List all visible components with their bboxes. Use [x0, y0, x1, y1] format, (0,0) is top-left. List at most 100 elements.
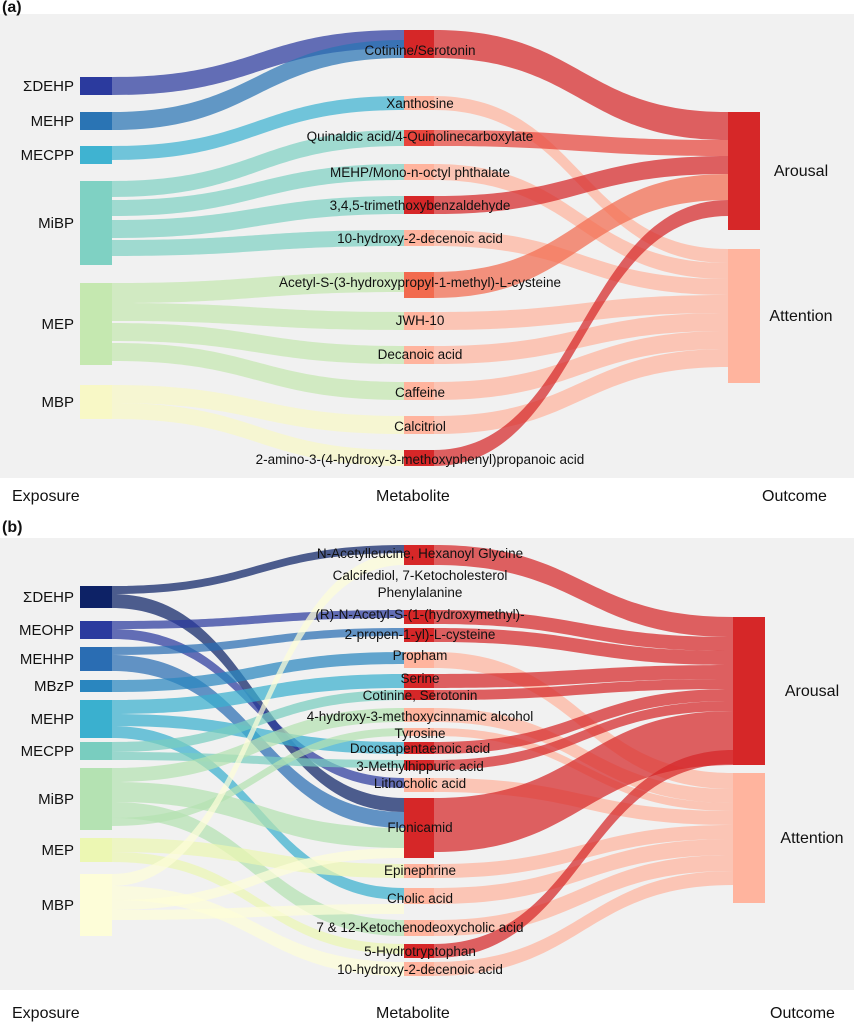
link-mbp-to-metabolite — [112, 403, 404, 466]
link-metabolite-to-attention — [434, 871, 733, 976]
metabolite-node-3-4-5-trimethoxybenzaldehyde — [404, 196, 434, 214]
exposure-node-mehp — [80, 112, 112, 130]
exposure-label-mibp: MiBP — [38, 791, 74, 808]
metabolite-node-flonicamid — [404, 798, 434, 858]
exposure-label-mbp: MBP — [41, 394, 74, 411]
link-mep-to-metabolite — [112, 343, 404, 400]
exposure-node-mbp — [80, 874, 112, 936]
metabolite-label-2-amino-3-4-hydroxy-3-methoxyphenyl-propanoic-acid: 2-amino-3-(4-hydroxy-3-methoxyphenyl)pro… — [256, 452, 585, 467]
link-metabolite-to-arousal — [434, 30, 728, 140]
link-mehhp-to-metabolite — [112, 628, 404, 655]
metabolite-node-caffeine — [404, 382, 434, 400]
metabolite-label-7-12-ketochenodeoxycholic-acid: 7 & 12-Ketochenodeoxycholic acid — [316, 920, 523, 935]
link-mecpp-to-metabolite — [112, 752, 404, 768]
link-mbzp-to-metabolite — [112, 652, 404, 692]
link-mecpp-to-metabolite — [112, 96, 404, 160]
link-metabolite-to-arousal — [434, 689, 733, 754]
link-mbp-to-metabolite — [112, 848, 404, 910]
metabolite-node-docosapentaenoic-acid — [404, 742, 434, 754]
metabolite-node-xanthosine — [404, 96, 434, 110]
metabolite-label-phenylalanine: Phenylalanine — [378, 585, 463, 600]
metabolite-label-3-methylhippuric-acid: 3-Methylhippuric acid — [356, 759, 484, 774]
metabolite-label-n-acetylleucine-hexanoyl-glycine: N-Acetylleucine, Hexanoyl Glycine — [317, 546, 523, 561]
exposure-label-mehhp: MEHHP — [20, 651, 74, 668]
panel-a-outcome-axis-label: Outcome — [762, 488, 827, 505]
panel-b-outcome-axis-label: Outcome — [770, 1005, 835, 1022]
outcome-node-arousal — [728, 112, 760, 230]
metabolite-label-lithocholic-acid: Lithocholic acid — [374, 776, 466, 791]
metabolite-label-serine: Serine — [400, 671, 439, 686]
panel-a-tag: (a) — [2, 0, 22, 16]
metabolite-node-10-hydroxy-2-decenoic-acid — [404, 230, 434, 246]
link-mep-to-metabolite — [112, 852, 404, 954]
metabolite-node-2-amino-3-4-hydroxy-3-methoxyphenyl-propanoic-acid — [404, 450, 434, 466]
link-metabolite-to-attention — [434, 230, 728, 295]
metabolite-label-calcifediol-7-ketocholesterol: Calcifediol, 7-Ketocholesterol — [333, 568, 508, 583]
link-metabolite-to-arousal — [434, 545, 733, 637]
link-metabolite-to-attention — [434, 331, 728, 400]
metabolite-label-flonicamid: Flonicamid — [387, 820, 452, 835]
metabolite-node-cholic-acid — [404, 888, 434, 904]
metabolite-label-10-hydroxy-2-decenoic-acid: 10-hydroxy-2-decenoic acid — [337, 231, 503, 246]
metabolite-node-tyrosine — [404, 728, 434, 736]
metabolite-label-3-4-5-trimethoxybenzaldehyde: 3,4,5-trimethoxybenzaldehyde — [330, 198, 511, 213]
metabolite-node-10-hydroxy-2-decenoic-acid — [404, 962, 434, 976]
link-mibp-to-metabolite — [112, 196, 404, 238]
panel-b-exposure-axis-label: Exposure — [12, 1005, 80, 1022]
metabolite-node-acetyl-s-3-hydroxypropyl-1-methyl-l-cysteine — [404, 272, 434, 298]
link-metabolite-to-arousal — [434, 665, 733, 688]
exposure-label-mbzp: MBzP — [34, 678, 74, 695]
panel-b-metabolite-axis-label: Metabolite — [376, 1005, 450, 1022]
exposure-node-mecpp — [80, 146, 112, 164]
exposure-label-mecpp: MECPP — [21, 743, 74, 760]
exposure-label-mehp: MEHP — [31, 113, 74, 130]
link-metabolite-to-arousal — [434, 130, 728, 156]
metabolite-label-acetyl-s-3-hydroxypropyl-1-methyl-l-cysteine: Acetyl-S-(3-hydroxypropyl-1-methyl)-L-cy… — [279, 275, 561, 290]
link-metabolite-to-arousal — [434, 750, 733, 958]
link-metabolite-to-attention — [434, 839, 733, 904]
metabolite-node-n-acetylleucine-hexanoyl-glycine — [404, 545, 434, 565]
exposure-label-mep: MEP — [41, 316, 74, 333]
metabolite-node-4-hydroxy-3-methoxycinnamic-alcohol — [404, 708, 434, 722]
metabolite-label-decanoic-acid: Decanoic acid — [378, 347, 463, 362]
link-metabolite-to-attention — [434, 295, 728, 330]
link-mbp-to-metabolite — [112, 886, 404, 976]
link-mibp-to-metabolite — [112, 782, 404, 848]
link-metabolite-to-arousal — [434, 701, 733, 770]
metabolite-node-2-propen-1-yl-l-cysteine — [404, 628, 434, 642]
link-metabolite-to-arousal — [434, 200, 728, 466]
link-mbp-to-metabolite — [112, 385, 404, 434]
metabolite-node-5-hydrotryptophan — [404, 944, 434, 958]
outcome-label-arousal: Arousal — [785, 683, 839, 700]
metabolite-label-4-hydroxy-3-methoxycinnamic-alcohol: 4-hydroxy-3-methoxycinnamic alcohol — [307, 709, 534, 724]
metabolite-label-propham: Propham — [393, 648, 448, 663]
metabolite-node-calcitriol — [404, 416, 434, 434]
exposure-node-meohp — [80, 621, 112, 639]
metabolite-label-cotinine-serotonin: Cotinine, Serotonin — [363, 688, 478, 703]
link-metabolite-to-arousal — [434, 711, 733, 852]
exposure-label-meohp: MEOHP — [19, 622, 74, 639]
link-mibp-to-metabolite — [112, 230, 404, 256]
metabolite-node-7-12-ketochenodeoxycholic-acid — [404, 920, 434, 936]
link-metabolite-to-attention — [434, 855, 733, 936]
metabolite-label-r-n-acetyl-s-1-hydroxymethyl: (R)-N-Acetyl-S-(1-(hydroxymethyl)- — [315, 607, 524, 622]
exposure-label-mehp: MEHP — [31, 711, 74, 728]
exposure-node-mep — [80, 283, 112, 365]
exposure-label-dehp: ΣDEHP — [23, 589, 74, 606]
link-mbp-to-metabolite — [112, 904, 404, 920]
outcome-label-attention: Attention — [780, 830, 843, 847]
exposure-label-mibp: MiBP — [38, 215, 74, 232]
panel-b-tag: (b) — [2, 519, 22, 536]
exposure-label-dehp: ΣDEHP — [23, 78, 74, 95]
link-mibp-to-metabolite — [112, 130, 404, 197]
outcome-node-attention — [728, 249, 760, 383]
panel-b-nodes: ΣDEHP MEOHP MEHHP MBzP MEHP MECPP MiBP MEP MBP N-… — [19, 545, 844, 977]
link-meohp-to-metabolite — [112, 629, 404, 788]
link-dehp-to-metabolite — [112, 545, 404, 594]
panel-a-exposure-axis-label: Exposure — [12, 488, 80, 505]
link-metabolite-to-arousal — [434, 679, 733, 700]
link-metabolite-to-attention — [434, 349, 728, 434]
exposure-node-mehp — [80, 700, 112, 738]
outcome-node-arousal — [733, 617, 765, 765]
